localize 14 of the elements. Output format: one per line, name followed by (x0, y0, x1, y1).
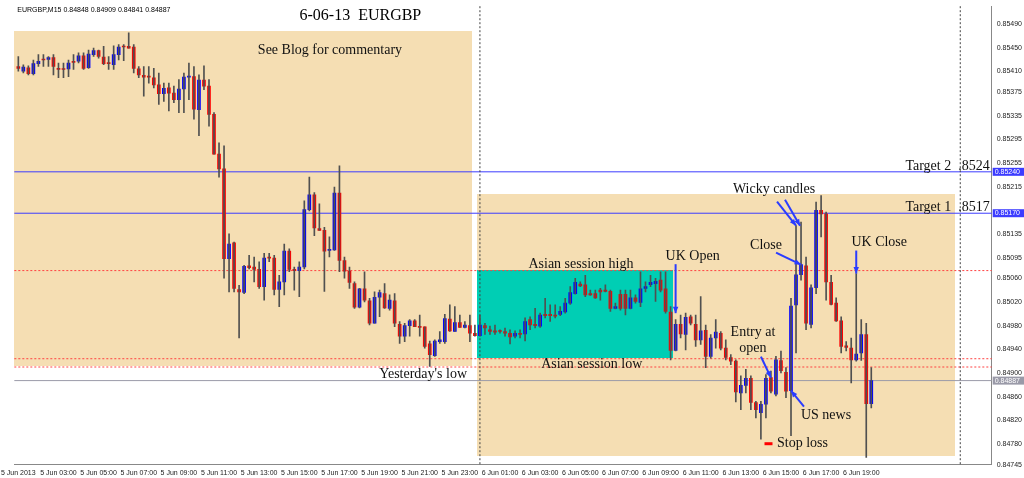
annotation: US news (800, 407, 852, 423)
annotation: Target 1 .8517 (905, 198, 990, 214)
annotation: Target 2 .8524 (905, 157, 990, 173)
annotation: UK Open (665, 247, 720, 263)
annotation: See Blog for commentary (257, 41, 403, 57)
annotation: Asian session low (541, 355, 644, 371)
annotation: Close (750, 237, 782, 253)
annotation: Yesterday's low (379, 365, 468, 381)
annotation: Asian session high (528, 256, 634, 272)
annotation: UK Close (851, 234, 908, 250)
chart-title: 6-06-13 EURGBP (299, 6, 422, 24)
annotation: Entry at open (730, 324, 776, 356)
annotation: Wicky candles (732, 181, 816, 197)
annotation: Stop loss (777, 435, 828, 451)
